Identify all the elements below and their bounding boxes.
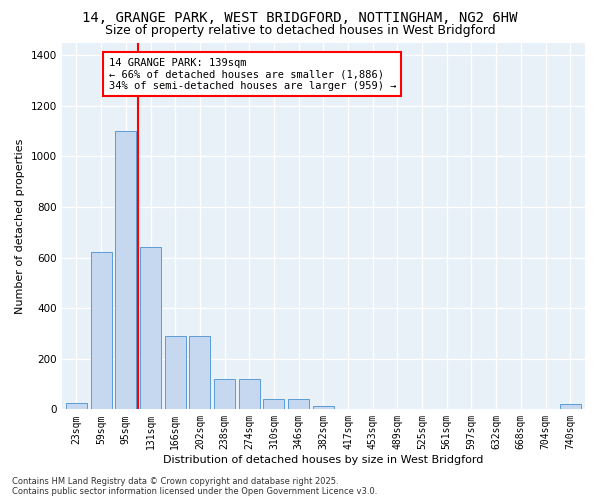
Bar [288, 399, 309, 409]
Bar [239, 379, 260, 410]
Y-axis label: Number of detached properties: Number of detached properties [15, 138, 25, 314]
Text: 14, GRANGE PARK, WEST BRIDGFORD, NOTTINGHAM, NG2 6HW: 14, GRANGE PARK, WEST BRIDGFORD, NOTTING… [82, 11, 518, 25]
X-axis label: Distribution of detached houses by size in West Bridgford: Distribution of detached houses by size … [163, 455, 484, 465]
Text: 14 GRANGE PARK: 139sqm
← 66% of detached houses are smaller (1,886)
34% of semi-: 14 GRANGE PARK: 139sqm ← 66% of detached… [109, 58, 396, 91]
Text: Contains HM Land Registry data © Crown copyright and database right 2025.
Contai: Contains HM Land Registry data © Crown c… [12, 476, 377, 496]
Bar [140, 248, 161, 410]
Bar [214, 379, 235, 410]
Bar [66, 403, 87, 409]
Bar [560, 404, 581, 409]
Bar [165, 336, 186, 409]
Bar [91, 252, 112, 410]
Bar [190, 336, 211, 409]
Text: Size of property relative to detached houses in West Bridgford: Size of property relative to detached ho… [104, 24, 496, 37]
Bar [263, 399, 284, 409]
Bar [115, 131, 136, 409]
Bar [313, 406, 334, 409]
